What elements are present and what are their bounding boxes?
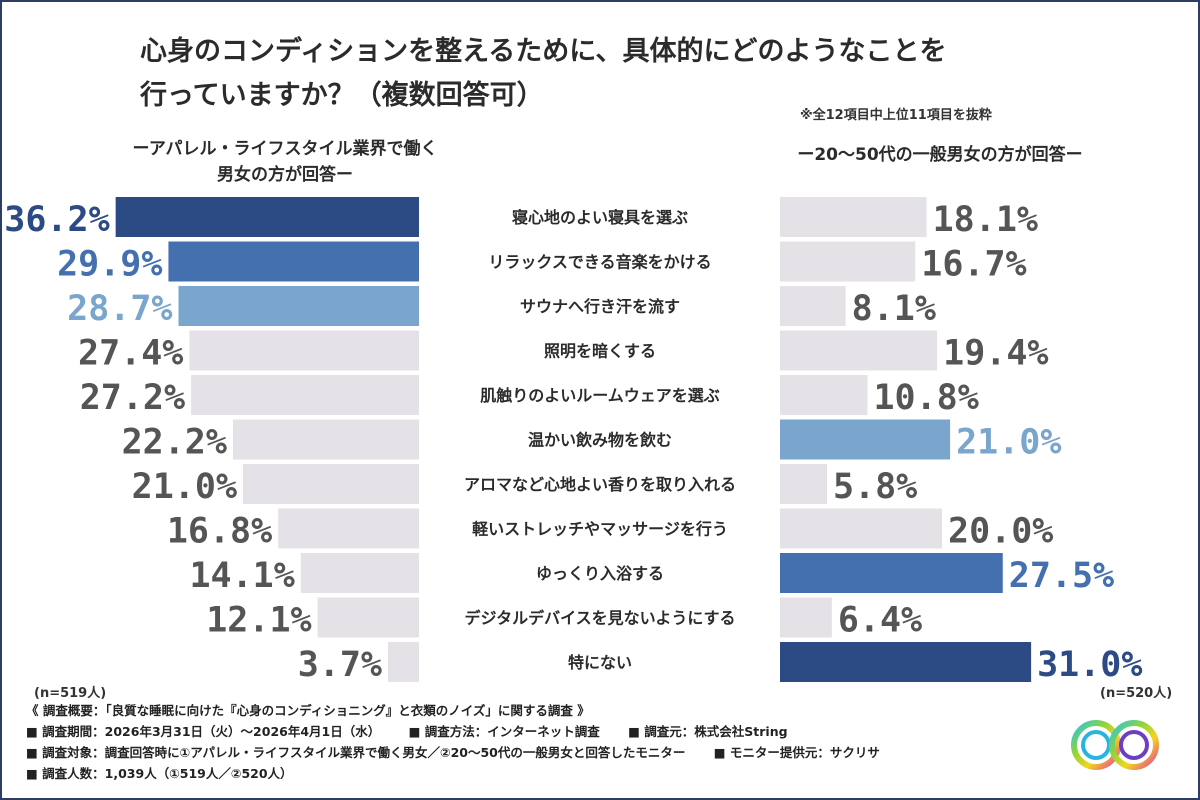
selection-note: ※全12項目中上位11項目を抜粋 [800,108,992,123]
left-bar [168,241,419,282]
category-label: 軽いストレッチやマッサージを行う [472,520,728,539]
category-label: 照明を暗くする [544,342,656,361]
right-value-label: 16.7% [921,245,1026,285]
right-value-label: 6.4% [838,601,922,641]
right-value-label: 31.0% [1037,645,1142,685]
survey-count: ■ 調査人数：1,039人（①519人／②520人） [26,766,293,781]
brand-logo-icon [1071,720,1159,770]
survey-period: ■ 調査期間：2026年3月31日（火）〜2026年4月1日（水） [26,724,381,739]
left-value-label: 12.1% [206,601,311,641]
left-group-label-line1: ーアパレル・ライフスタイル業界で働く [132,139,438,159]
left-value-label: 16.8% [167,512,272,552]
category-label: 寝心地のよい寝具を選ぶ [512,208,688,227]
left-bar [278,508,419,549]
left-value-label: 14.1% [189,556,294,596]
right-bar [780,464,827,504]
left-value-label: 27.4% [78,334,183,374]
left-value-label: 3.7% [298,645,382,685]
left-bar [243,464,419,504]
right-value-label: 20.0% [948,512,1053,552]
left-bar [232,419,419,460]
right-value-label: 21.0% [956,423,1061,463]
left-group-label-line2: 男女の方が回答ー [217,165,353,185]
right-bar [780,197,927,237]
category-label: デジタルデバイスを見ないようにする [464,609,735,628]
left-value-label: 36.2% [4,200,109,240]
right-value-label: 19.4% [943,334,1048,374]
right-bar [780,286,846,326]
right-group-label: ー20〜50代の一般男女の方が回答ー [797,145,1083,165]
right-value-label: 27.5% [1009,556,1114,596]
survey-method: ■ 調査方法：インターネット調査 [408,724,600,739]
left-value-label: 29.9% [57,245,162,285]
category-label: 特にない [568,653,632,672]
category-label: サウナへ行き汗を流す [520,297,680,316]
right-bar [780,419,951,460]
right-bar [780,241,916,282]
survey-source: ■ 調査元：株式会社String [628,724,788,739]
category-label: リラックスできる音楽をかける [488,253,711,272]
left-bar [387,642,419,682]
right-value-label: 10.8% [873,378,978,418]
right-bar [780,330,938,371]
chart-title-line1: 心身のコンディションを整えるために、具体的にどのようなことを [140,36,947,67]
left-value-label: 22.2% [122,423,227,463]
right-bar [780,508,942,549]
survey-overview: 《 調査概要：「良質な睡眠に向けた『心身のコンディショニング』と衣類のノイズ」に… [26,703,590,718]
right-bar [780,375,868,415]
chart-title-line2: 行っていますか？（複数回答可） [140,80,544,111]
left-bar [178,286,419,326]
right-bar [780,597,832,638]
monitor-provider: ■ モニター提供元：サクリサ [713,745,880,760]
right-value-label: 8.1% [852,289,936,329]
survey-target: ■ 調査対象：調査回答時に①アパレル・ライフスタイル業界で働く男女／②20〜50… [26,745,686,760]
right-bar [780,642,1032,682]
left-value-label: 28.7% [67,289,172,329]
left-sample-size: (n=519人) [34,686,107,701]
category-label: ゆっくり入浴する [536,564,664,583]
category-label: アロマなど心地よい香りを取り入れる [464,475,736,494]
left-bar [191,375,419,415]
butterfly-bar-chart: 36.2% 寝心地のよい寝具を選ぶ 18.1% 29.9% リラックスできる音楽をかける… [4,197,1142,685]
left-group-label: ーアパレル・ライフスタイル業界で働く 男女の方が回答ー [60,136,510,188]
left-value-label: 21.0% [132,467,237,507]
left-bar [115,197,420,237]
left-bar [300,553,419,593]
left-bar [189,330,419,371]
left-bar [317,597,419,638]
left-value-label: 27.2% [80,378,185,418]
category-label: 温かい飲み物を飲む [527,431,672,450]
survey-footer: 《 調査概要：「良質な睡眠に向けた『心身のコンディショニング』と衣類のノイズ」に… [26,700,904,784]
right-bar [780,553,1003,593]
right-sample-size: (n=520人) [1100,686,1173,701]
right-value-label: 5.8% [833,467,917,507]
right-value-label: 18.1% [933,200,1038,240]
category-label: 肌触りのよいルームウェアを選ぶ [480,386,720,405]
